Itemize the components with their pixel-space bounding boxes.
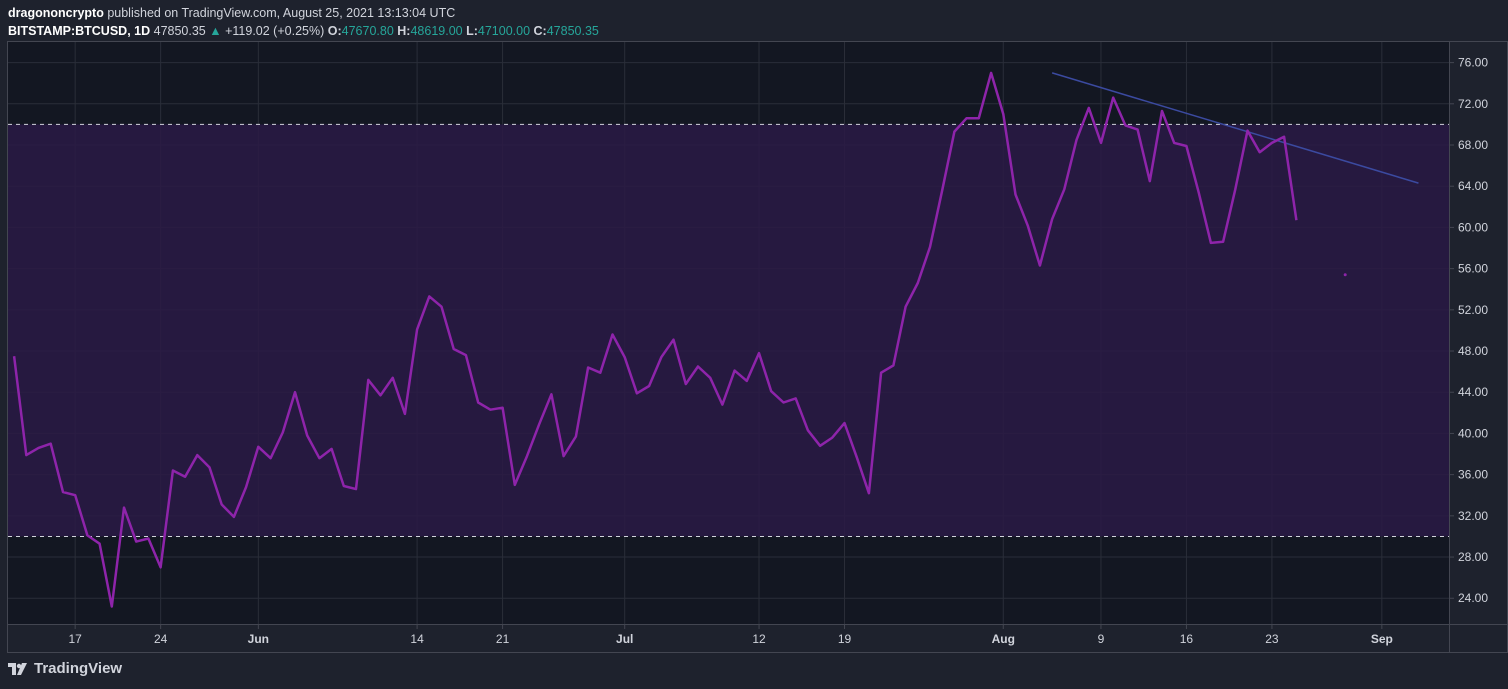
published-text: published on TradingView.com, August 25,… <box>107 6 456 20</box>
close-value: 47850.35 <box>546 24 599 38</box>
y-tick-label: 28.00 <box>1458 550 1488 564</box>
chart-header: dragononcrypto published on TradingView.… <box>8 4 599 40</box>
y-tick-label: 56.00 <box>1458 262 1488 276</box>
rsi-band-fill <box>8 124 1449 537</box>
tradingview-logo[interactable]: TradingView <box>8 660 122 677</box>
x-tick-label: 23 <box>1265 632 1279 646</box>
time-axis[interactable]: 17 24 Jun 14 21 Jul 12 19 Aug 9 16 23 Sep <box>68 624 1393 646</box>
trendline[interactable] <box>1051 72 1419 184</box>
y-tick-label: 52.00 <box>1458 303 1488 317</box>
low-value: 47100.00 <box>477 24 531 38</box>
x-tick-label: 17 <box>68 632 82 646</box>
high-value: 48619.00 <box>410 24 463 38</box>
y-tick-label: 44.00 <box>1458 385 1488 399</box>
symbol-legend: BITSTAMP:BTCUSD, 1D 47850.35 ▲ +119.02 (… <box>8 22 599 40</box>
x-tick-label: Jul <box>616 632 633 646</box>
x-tick-label: Jun <box>248 632 269 646</box>
price-axis[interactable]: 76.00 72.00 68.00 64.00 60.00 56.00 52.00 48.00… <box>1449 56 1488 606</box>
tradingview-brand: TradingView <box>34 660 123 677</box>
x-tick-label: 21 <box>496 632 510 646</box>
author-link[interactable]: dragononcrypto <box>8 6 104 20</box>
y-tick-label: 72.00 <box>1458 97 1488 111</box>
x-tick-label: 16 <box>1180 632 1194 646</box>
symbol-name[interactable]: BITSTAMP:BTCUSD, 1D <box>8 24 151 38</box>
rsi-series-line <box>12 71 1298 608</box>
last-price: 47850.35 <box>153 24 206 38</box>
x-tick-label: Sep <box>1371 632 1393 646</box>
publish-line: dragononcrypto published on TradingView.… <box>8 4 599 22</box>
y-tick-label: 68.00 <box>1458 138 1488 152</box>
y-tick-label: 60.00 <box>1458 220 1488 234</box>
open-value: 47670.80 <box>341 24 394 38</box>
change-up-icon: ▲ <box>209 24 222 38</box>
low-label: L: <box>466 24 478 38</box>
y-tick-label: 32.00 <box>1458 509 1488 523</box>
x-tick-label: 24 <box>154 632 168 646</box>
y-tick-label: 36.00 <box>1458 468 1488 482</box>
y-tick-label: 48.00 <box>1458 344 1488 358</box>
x-tick-label: 19 <box>838 632 852 646</box>
y-tick-label: 40.00 <box>1458 426 1488 440</box>
stray-point <box>1343 273 1347 277</box>
x-tick-label: Aug <box>992 632 1015 646</box>
price-change: +119.02 (+0.25%) <box>225 24 325 38</box>
x-tick-label: 14 <box>410 632 424 646</box>
tradingview-logo-icon <box>8 662 27 675</box>
close-label: C: <box>533 24 547 38</box>
x-tick-label: 9 <box>1098 632 1105 646</box>
y-tick-label: 24.00 <box>1458 591 1488 605</box>
high-label: H: <box>397 24 411 38</box>
x-tick-label: 12 <box>752 632 766 646</box>
open-label: O: <box>327 24 342 38</box>
y-tick-label: 64.00 <box>1458 179 1488 193</box>
y-tick-label: 76.00 <box>1458 56 1488 70</box>
